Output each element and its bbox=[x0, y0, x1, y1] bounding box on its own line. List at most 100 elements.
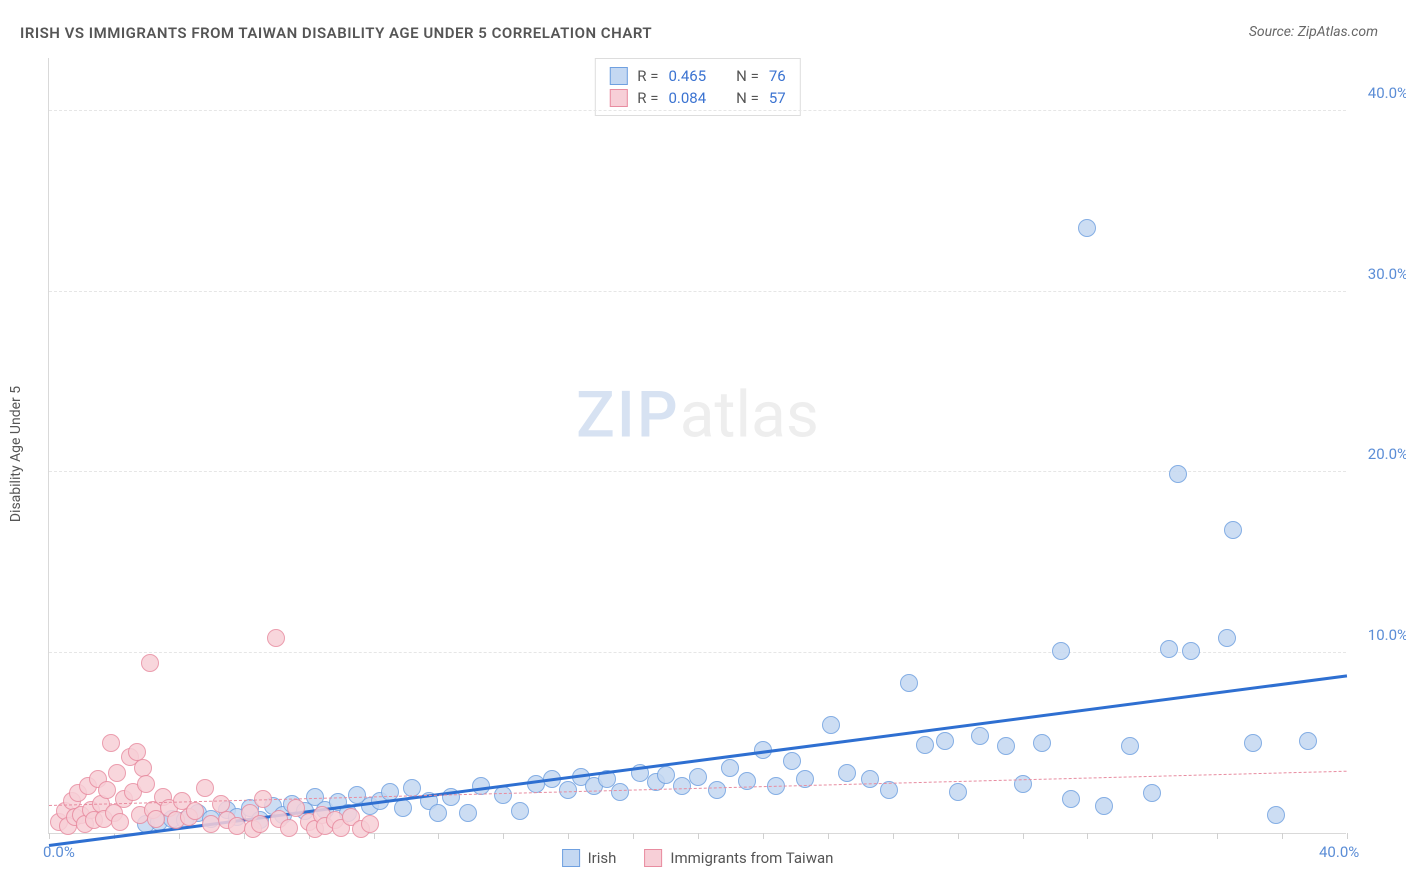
gridline bbox=[49, 110, 1346, 111]
scatter-point-irish bbox=[429, 804, 447, 822]
source-name: ZipAtlas.com bbox=[1298, 24, 1378, 40]
scatter-point-irish bbox=[459, 804, 477, 822]
scatter-point-taiwan bbox=[111, 813, 129, 831]
x-tick bbox=[633, 833, 634, 839]
y-axis-title: Disability Age Under 5 bbox=[8, 386, 24, 522]
scatter-point-taiwan bbox=[267, 629, 285, 647]
x-tick bbox=[958, 833, 959, 839]
scatter-point-irish bbox=[822, 716, 840, 734]
scatter-point-irish bbox=[1299, 732, 1317, 750]
x-tick bbox=[179, 833, 180, 839]
scatter-point-irish bbox=[1218, 629, 1236, 647]
x-tick bbox=[374, 833, 375, 839]
scatter-point-irish bbox=[511, 802, 529, 820]
scatter-point-irish bbox=[1143, 784, 1161, 802]
legend-series: Irish Immigrants from Taiwan bbox=[562, 849, 834, 867]
scatter-point-irish bbox=[657, 766, 675, 784]
x-tick bbox=[1217, 833, 1218, 839]
scatter-point-irish bbox=[721, 759, 739, 777]
x-tick-label: 40.0% bbox=[1319, 843, 1359, 861]
scatter-point-irish bbox=[971, 727, 989, 745]
x-tick bbox=[828, 833, 829, 839]
scatter-point-irish bbox=[916, 736, 934, 754]
scatter-point-irish bbox=[838, 764, 856, 782]
x-tick bbox=[893, 833, 894, 839]
scatter-point-irish bbox=[1078, 219, 1096, 237]
gridline bbox=[49, 652, 1346, 653]
scatter-point-taiwan bbox=[186, 802, 204, 820]
scatter-point-irish bbox=[1095, 797, 1113, 815]
scatter-point-irish bbox=[1052, 642, 1070, 660]
x-tick bbox=[438, 833, 439, 839]
scatter-point-irish bbox=[1169, 465, 1187, 483]
scatter-point-irish bbox=[1062, 790, 1080, 808]
scatter-point-irish bbox=[900, 674, 918, 692]
scatter-point-irish bbox=[861, 770, 879, 788]
scatter-point-irish bbox=[708, 781, 726, 799]
y-tick-label: 40.0% bbox=[1368, 84, 1406, 102]
scatter-point-irish bbox=[611, 783, 629, 801]
legend-label: Irish bbox=[588, 849, 617, 867]
chart-title: IRISH VS IMMIGRANTS FROM TAIWAN DISABILI… bbox=[20, 24, 652, 42]
legend-swatch-irish bbox=[609, 67, 627, 85]
x-tick bbox=[1152, 833, 1153, 839]
y-tick-label: 30.0% bbox=[1368, 265, 1406, 283]
scatter-point-irish bbox=[1121, 737, 1139, 755]
y-tick-label: 10.0% bbox=[1368, 626, 1406, 644]
legend-swatch-icon bbox=[562, 849, 580, 867]
gridline bbox=[49, 291, 1346, 292]
source-attribution: Source: ZipAtlas.com bbox=[1249, 24, 1378, 40]
x-tick bbox=[244, 833, 245, 839]
scatter-point-irish bbox=[783, 752, 801, 770]
legend-swatch-icon bbox=[644, 849, 662, 867]
legend-r-label: R = bbox=[637, 67, 658, 85]
watermark-zip: ZIP bbox=[576, 377, 680, 452]
watermark: ZIPatlas bbox=[576, 377, 819, 452]
scatter-point-taiwan bbox=[98, 781, 116, 799]
scatter-point-irish bbox=[1244, 734, 1262, 752]
scatter-point-taiwan bbox=[102, 734, 120, 752]
x-tick bbox=[1347, 833, 1348, 839]
legend-n-value: 76 bbox=[769, 67, 786, 85]
legend-row-taiwan: R = 0.084 N = 57 bbox=[609, 87, 785, 109]
legend-item-irish: Irish bbox=[562, 849, 617, 867]
x-tick bbox=[568, 833, 569, 839]
scatter-point-taiwan bbox=[287, 799, 305, 817]
scatter-point-irish bbox=[1267, 806, 1285, 824]
legend-swatch-taiwan bbox=[609, 89, 627, 107]
scatter-point-irish bbox=[997, 737, 1015, 755]
scatter-point-irish bbox=[1224, 521, 1242, 539]
legend-label: Immigrants from Taiwan bbox=[670, 849, 833, 867]
scatter-point-taiwan bbox=[251, 815, 269, 833]
x-tick bbox=[503, 833, 504, 839]
scatter-point-taiwan bbox=[196, 779, 214, 797]
x-tick bbox=[1282, 833, 1283, 839]
y-tick-label: 20.0% bbox=[1368, 445, 1406, 463]
x-tick bbox=[1023, 833, 1024, 839]
legend-r-label: R = bbox=[637, 89, 658, 107]
scatter-point-irish bbox=[494, 786, 512, 804]
scatter-point-irish bbox=[689, 768, 707, 786]
legend-n-label: N = bbox=[736, 67, 759, 85]
x-tick bbox=[1087, 833, 1088, 839]
legend-item-taiwan: Immigrants from Taiwan bbox=[644, 849, 833, 867]
scatter-point-irish bbox=[936, 732, 954, 750]
scatter-point-taiwan bbox=[108, 764, 126, 782]
scatter-point-irish bbox=[673, 777, 691, 795]
scatter-point-taiwan bbox=[280, 819, 298, 837]
gridline bbox=[49, 471, 1346, 472]
source-prefix: Source: bbox=[1249, 24, 1298, 40]
scatter-point-taiwan bbox=[134, 759, 152, 777]
scatter-point-taiwan bbox=[361, 815, 379, 833]
legend-correlation: R = 0.465 N = 76 R = 0.084 N = 57 bbox=[594, 58, 800, 116]
legend-n-label: N = bbox=[736, 89, 759, 107]
scatter-point-irish bbox=[1033, 734, 1051, 752]
scatter-point-irish bbox=[1182, 642, 1200, 660]
legend-row-irish: R = 0.465 N = 76 bbox=[609, 65, 785, 87]
scatter-plot: ZIPatlas R = 0.465 N = 76 R = 0.084 N = … bbox=[48, 58, 1346, 834]
scatter-point-taiwan bbox=[202, 815, 220, 833]
legend-r-value: 0.084 bbox=[668, 89, 706, 107]
scatter-point-taiwan bbox=[141, 654, 159, 672]
legend-r-value: 0.465 bbox=[668, 67, 706, 85]
legend-n-value: 57 bbox=[769, 89, 786, 107]
